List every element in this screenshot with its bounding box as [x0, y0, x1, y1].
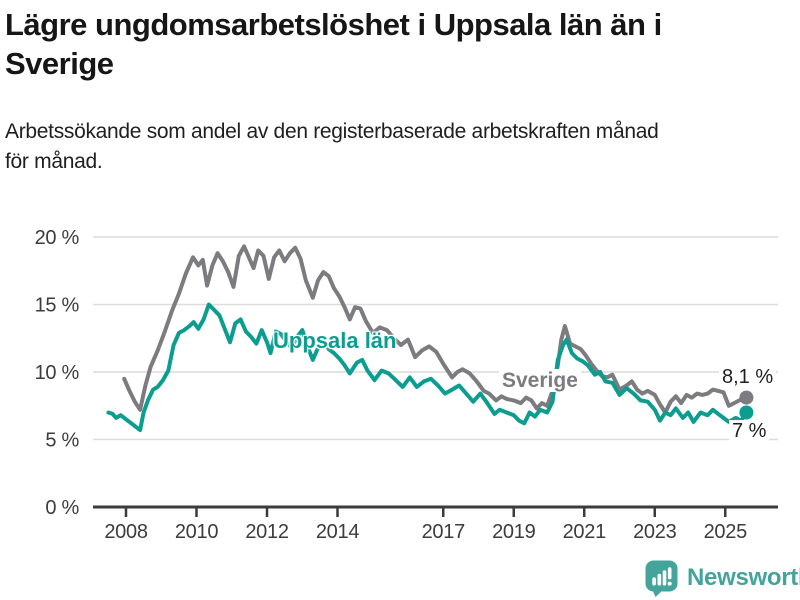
- y-axis-tick-label: 20 %: [35, 227, 80, 249]
- y-axis-tick-label: 0 %: [45, 497, 79, 519]
- series-line-uppsala-l-n: [106, 302, 749, 433]
- x-axis-tick-label: 2014: [316, 521, 359, 543]
- series-label-sverige: Sverige: [499, 369, 581, 392]
- newsworthy-wordmark: Newsworthy: [687, 564, 800, 591]
- y-axis-tick-label: 5 %: [45, 430, 79, 452]
- newsworthy-logo-icon: [645, 560, 678, 597]
- series-end-dot-sverige: [739, 390, 754, 405]
- chart-title-line-2: Sverige: [5, 46, 114, 81]
- x-axis-tick-label: 2023: [633, 521, 676, 543]
- series-end-dot-uppsala-l-n: [739, 405, 754, 420]
- x-axis-tick-label: 2012: [245, 521, 288, 543]
- y-axis-tick-label: 15 %: [35, 295, 80, 317]
- newsworthy-logo[interactable]: Newsworthy: [644, 559, 800, 597]
- chart-subtitle: Arbetssökande som andel av den registerb…: [5, 117, 797, 177]
- series-line-sverige: [122, 244, 749, 415]
- end-value-label-sverige: 8,1 %: [719, 366, 777, 388]
- end-value-label-uppsala-lan: 7 %: [729, 420, 770, 442]
- x-axis-tick-label: 2008: [104, 521, 147, 543]
- chart-title: Lägre ungdomsarbetslöshet i Uppsala län …: [5, 5, 797, 83]
- chart-subtitle-line-2: för månad.: [5, 150, 103, 173]
- x-axis-tick-label: 2025: [704, 521, 747, 543]
- chart-subtitle-line-1: Arbetssökande som andel av den registerb…: [5, 120, 659, 143]
- x-axis-tick-label: 2017: [422, 521, 465, 543]
- x-axis-tick-label: 2021: [563, 521, 606, 543]
- x-axis-tick-label: 2019: [492, 521, 535, 543]
- x-axis-tick-label: 2010: [175, 521, 218, 543]
- y-axis-tick-label: 10 %: [35, 362, 80, 384]
- series-label-uppsala-lan: Uppsala län: [273, 328, 397, 353]
- chart-title-line-1: Lägre ungdomsarbetslöshet i Uppsala län …: [5, 7, 662, 42]
